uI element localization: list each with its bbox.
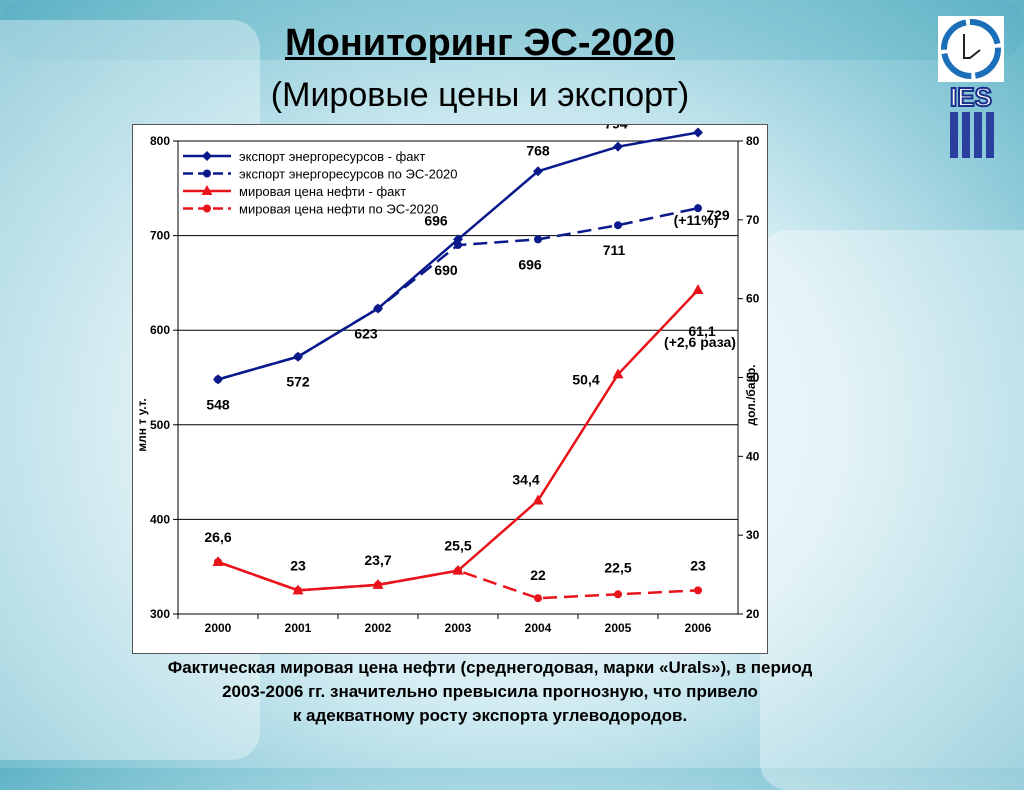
x-tick-label: 2006 [685,621,712,635]
marker-diamond [453,234,463,245]
chart-frame: 300 400 500 600 700 800 20 30 40 50 60 70 80 2000 2001… [132,97,768,654]
left-tick-label: 600 [150,323,170,337]
chart-axes: 300 400 500 600 700 800 20 30 40 50 60 70 80 2000 2001… [150,134,760,635]
marker-circle [614,221,622,230]
logo-bar-3 [974,112,982,158]
logo-text: IES [950,82,992,112]
logo-glyph-icon [963,34,981,59]
data-label: 23,7 [364,552,391,568]
data-label: 794 [604,125,628,132]
marker-triangle [692,283,704,294]
data-label: 50,4 [572,371,599,387]
left-tick-label: 500 [150,418,170,432]
marker-circle [203,204,211,213]
marker-diamond [613,141,623,152]
marker-diamond [693,127,703,138]
ies-logo: IES [938,16,1004,158]
left-tick-label: 300 [150,607,170,621]
marker-circle [534,235,542,244]
data-label: 34,4 [512,471,539,487]
x-tick-label: 2003 [445,621,472,635]
left-tick-label: 700 [150,229,170,243]
x-tick-label: 2000 [205,621,232,635]
right-tick-label: 40 [746,449,760,463]
marker-triangle [212,555,224,566]
left-tick-label: 800 [150,134,170,148]
legend-entry-2: мировая цена нефти - факт [239,184,406,199]
data-label: 696 [424,212,448,228]
data-label: 690 [434,262,458,278]
right-tick-label: 30 [746,528,760,542]
marker-circle [694,586,702,595]
data-label: 26,6 [204,529,231,545]
chart-series [212,127,704,603]
right-tick-label: 70 [746,213,760,227]
marker-triangle [452,564,464,575]
right-tick-label: 60 [746,292,760,306]
right-tick-label: 20 [746,607,760,621]
data-label: 768 [526,142,550,158]
background-band [0,0,1024,60]
data-label: 22 [530,567,546,583]
data-label: 623 [354,325,378,341]
marker-circle [203,169,211,178]
x-tick-label: 2004 [525,621,552,635]
data-label: 23 [290,557,306,573]
annotation-export-growth: (+11%) [674,212,719,228]
marker-circle [534,594,542,603]
data-label: 25,5 [444,538,471,554]
data-label: 696 [518,256,542,272]
logo-bar-1 [950,112,958,158]
legend-entry-3: мировая цена нефти по ЭС-2020 [239,202,438,217]
series-line-1 [217,206,699,381]
data-label: 729 [706,207,730,223]
chart-data-labels: 54857262369676879480969069671172926,6232… [204,97,730,583]
marker-triangle [292,584,304,595]
data-label: 572 [286,374,310,390]
right-tick-label: 50 [746,371,760,385]
marker-triangle [372,578,384,589]
legend-entry-1: экспорт энергоресурсов по ЭС-2020 [239,167,458,182]
data-label: 22,5 [604,559,631,575]
caption-line-1: Фактическая мировая цена нефти (среднего… [167,658,813,677]
marker-diamond [213,374,223,385]
marker-triangle [532,494,544,505]
chart-legend: экспорт энергоресурсов - факт экспорт эне… [183,149,458,217]
x-tick-label: 2002 [365,621,392,635]
x-tick-label: 2005 [605,621,632,635]
marker-circle [614,590,622,599]
marker-triangle [612,368,624,379]
logo-ring-icon [941,19,1001,79]
marker-triangle [201,185,213,195]
data-label: 548 [206,396,230,412]
caption-line-2: 2003-2006 гг. значительно превысила прог… [222,682,758,701]
data-label: 711 [603,242,626,258]
left-axis-label: млн т у.т. [135,398,149,451]
marker-diamond [533,166,543,177]
slide-title: Мониторинг ЭС-2020 [284,22,676,64]
marker-diamond [293,351,303,362]
logo-bar-4 [986,112,994,158]
x-tick-label: 2001 [285,621,312,635]
data-label: 23 [690,557,706,573]
slide-subtitle: (Мировые цены и экспорт) [270,76,690,114]
annotation-oil-growth: (+2,6 раза) [664,334,736,350]
logo-background [938,16,1004,82]
legend-entry-0: экспорт энергоресурсов - факт [239,149,425,164]
logo-bar-2 [962,112,970,158]
left-tick-label: 400 [150,512,170,526]
right-tick-label: 80 [746,134,760,148]
marker-circle [694,204,702,213]
chart: 300 400 500 600 700 800 20 30 40 50 60 70 80 2000 2001… [135,97,760,635]
caption-line-3: к адекватному росту экспорта углеводород… [292,706,688,725]
right-axis-label: дол./барр. [744,364,758,425]
data-label: 61,1 [688,323,715,339]
background-panel-right [760,230,1024,790]
marker-circle [454,241,462,250]
marker-diamond [373,303,383,314]
marker-diamond [202,151,212,161]
